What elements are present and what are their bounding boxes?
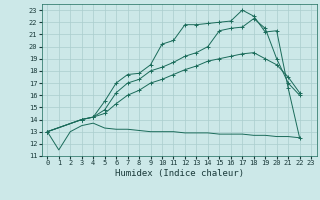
X-axis label: Humidex (Indice chaleur): Humidex (Indice chaleur) bbox=[115, 169, 244, 178]
